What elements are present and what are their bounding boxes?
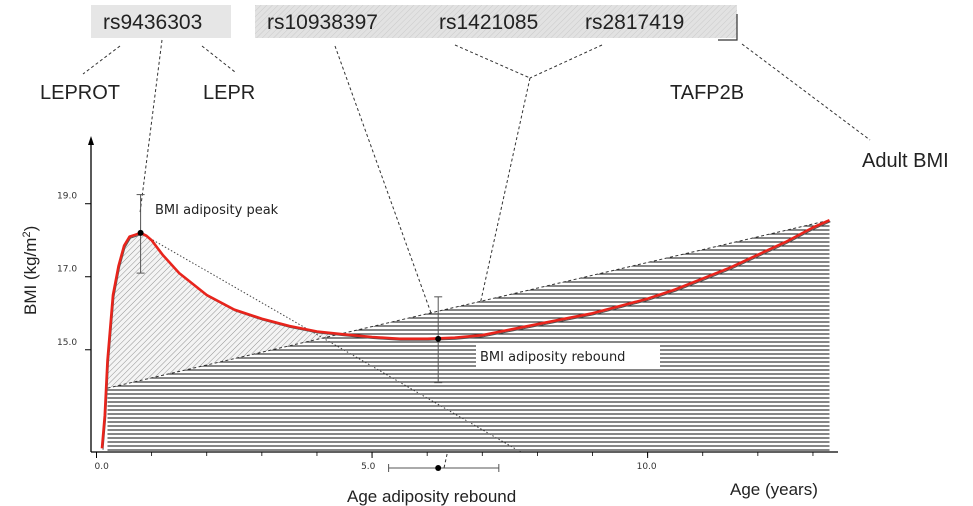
connector-peak (139, 39, 163, 214)
x-tick-label: 0.0 (95, 462, 110, 472)
y-tick-label: 17.0 (57, 265, 77, 275)
box-bracket (718, 14, 738, 41)
curve-layer (100, 219, 831, 450)
gene-tafp2b: TAFP2B (670, 82, 744, 104)
adult-bmi-label: Adult BMI (862, 150, 949, 172)
connector-adult-bmi (741, 43, 871, 141)
connector-rs2817419 (529, 44, 603, 79)
gene-leprot: LEPROT (40, 82, 120, 104)
rebound-point (435, 335, 442, 342)
connector-leprot (82, 45, 121, 75)
y-axis-arrow (88, 136, 94, 145)
x-tick-label: 5.0 (361, 462, 376, 472)
connector-lepr (201, 45, 236, 73)
marker-layer (136, 194, 500, 472)
rebound-annotation-bg (476, 345, 660, 367)
bmi-curve-shadow (102, 221, 831, 450)
snp-rs10938397: rs10938397 (267, 11, 378, 34)
snp-box-group (255, 5, 737, 38)
snp-rs9436303: rs9436303 (103, 11, 202, 34)
x-axis-title: Age (years) (730, 480, 818, 499)
axis-layer: 0.0 5.0 10.0 15.0 17.0 19.0 (57, 136, 838, 472)
y-axis-title: BMI (kg/m2) (21, 226, 40, 315)
snp-box-rs9436303 (91, 5, 231, 38)
connector-rs10938397 (334, 45, 441, 339)
snp-label-group: rs9436303 rs10938397 rs1421085 rs2817419 (91, 5, 738, 41)
gene-lepr: LEPR (203, 82, 255, 104)
age-rebound-title: Age adiposity rebound (347, 487, 516, 506)
y-tick-label: 19.0 (57, 192, 77, 202)
horizontal-hatch-upper (438, 220, 830, 338)
rebound-annotation: BMI adiposity rebound (480, 350, 625, 365)
diagonal-hatch-region (107, 232, 439, 389)
peak-annotation: BMI adiposity peak (155, 203, 279, 218)
peak-point (137, 229, 144, 236)
baseline-dashed (107, 219, 830, 389)
snp-rs2817419: rs2817419 (585, 11, 684, 34)
y-tick-label: 15.0 (57, 338, 77, 348)
connector-rs1421085 (454, 44, 531, 79)
snp-rs1421085: rs1421085 (439, 11, 538, 34)
age-rebound-point (435, 465, 442, 471)
x-tick-label: 10.0 (637, 462, 657, 472)
bmi-curve (100, 219, 831, 449)
